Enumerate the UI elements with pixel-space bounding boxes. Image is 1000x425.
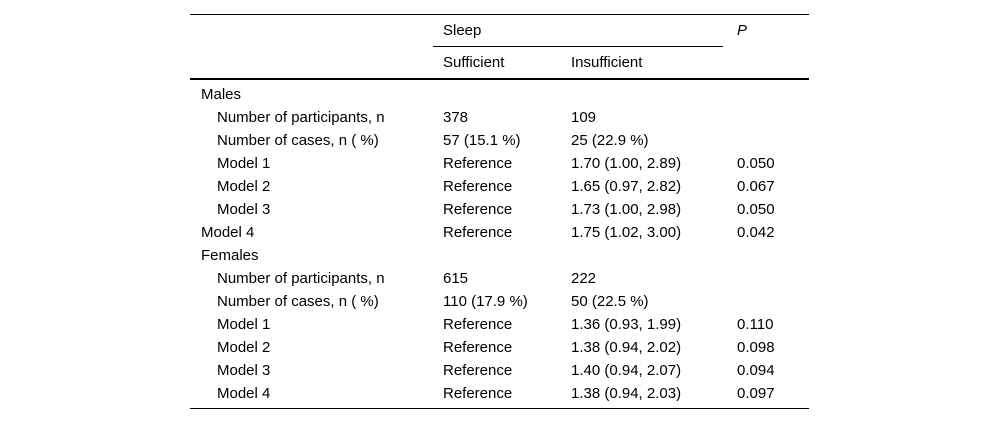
table-top-rule [190,14,809,15]
cell-p: 0.094 [737,362,775,379]
table-row: Number of cases, n ( %) 57 (15.1 %) 25 (… [190,129,809,152]
row-label: Number of cases, n ( %) [217,132,379,149]
table-row: Females [190,244,809,267]
statistics-table: Sleep P Sufficient Insufficient Males Nu… [190,14,809,409]
row-label: Model 4 [201,224,255,241]
cell-p: 0.110 [737,316,774,333]
cell-insufficient: 25 (22.9 %) [571,132,649,149]
cell-p: 0.097 [737,385,775,402]
table-row: Number of participants, n 615 222 [190,267,809,290]
cell-sufficient: Reference [443,316,513,333]
row-label: Model 1 [217,316,271,333]
cell-p: 0.042 [737,224,775,241]
table-row: Model 2 Reference 1.65 (0.97, 2.82) 0.06… [190,175,809,198]
cell-sufficient: 57 (15.1 %) [443,132,521,149]
cell-sufficient: Reference [443,178,513,195]
cell-sufficient: 378 [443,109,469,126]
row-label: Number of participants, n [217,109,385,126]
column-header-sufficient: Sufficient [443,54,505,71]
table-row: Model 3 Reference 1.40 (0.94, 2.07) 0.09… [190,359,809,382]
table-row: Model 2 Reference 1.38 (0.94, 2.02) 0.09… [190,336,809,359]
cell-insufficient: 1.73 (1.00, 2.98) [571,201,682,218]
table-row: Model 1 Reference 1.36 (0.93, 1.99) 0.11… [190,313,809,336]
row-label: Females [201,247,259,264]
cell-insufficient: 50 (22.5 %) [571,293,649,310]
cell-sufficient: 615 [443,270,469,287]
table-row: Number of participants, n 378 109 [190,106,809,129]
cell-sufficient: Reference [443,339,513,356]
cell-insufficient: 1.40 (0.94, 2.07) [571,362,682,379]
table-row: Model 4 Reference 1.38 (0.94, 2.03) 0.09… [190,382,809,405]
cell-insufficient: 1.75 (1.02, 3.00) [571,224,682,241]
row-label: Model 4 [217,385,271,402]
table-subheader-row: Sufficient Insufficient [190,47,809,78]
cell-insufficient: 1.38 (0.94, 2.02) [571,339,682,356]
sleep-group-underline [433,46,723,47]
cell-p: 0.050 [737,201,775,218]
cell-insufficient: 1.70 (1.00, 2.89) [571,155,682,172]
cell-insufficient: 1.65 (0.97, 2.82) [571,178,682,195]
cell-insufficient: 109 [571,109,597,126]
column-header-p: P [737,22,748,39]
row-label: Number of cases, n ( %) [217,293,379,310]
table-row: Model 3 Reference 1.73 (1.00, 2.98) 0.05… [190,198,809,221]
cell-p: 0.067 [737,178,775,195]
cell-sufficient: Reference [443,155,513,172]
row-label: Model 2 [217,339,271,356]
cell-p: 0.098 [737,339,775,356]
table-body: Males Number of participants, n 378 109 … [190,80,809,408]
table-bottom-rule [190,408,809,409]
table-row: Model 4 Reference 1.75 (1.02, 3.00) 0.04… [190,221,809,244]
cell-insufficient: 222 [571,270,597,287]
column-header-insufficient: Insufficient [571,54,643,71]
cell-p: 0.050 [737,155,775,172]
column-group-sleep: Sleep [443,22,482,39]
table-header-group-row: Sleep P [190,15,809,47]
row-label: Model 2 [217,178,271,195]
row-label: Males [201,86,242,103]
cell-sufficient: Reference [443,362,513,379]
table-row: Males [190,83,809,106]
cell-sufficient: Reference [443,385,513,402]
cell-insufficient: 1.38 (0.94, 2.03) [571,385,682,402]
row-label: Model 3 [217,201,271,218]
cell-insufficient: 1.36 (0.93, 1.99) [571,316,682,333]
row-label: Number of participants, n [217,270,385,287]
row-label: Model 1 [217,155,271,172]
table-row: Number of cases, n ( %) 110 (17.9 %) 50 … [190,290,809,313]
row-label: Model 3 [217,362,271,379]
cell-sufficient: Reference [443,224,513,241]
cell-sufficient: Reference [443,201,513,218]
cell-sufficient: 110 (17.9 %) [443,293,528,310]
table-row: Model 1 Reference 1.70 (1.00, 2.89) 0.05… [190,152,809,175]
table-header-bottom-rule [190,78,809,80]
